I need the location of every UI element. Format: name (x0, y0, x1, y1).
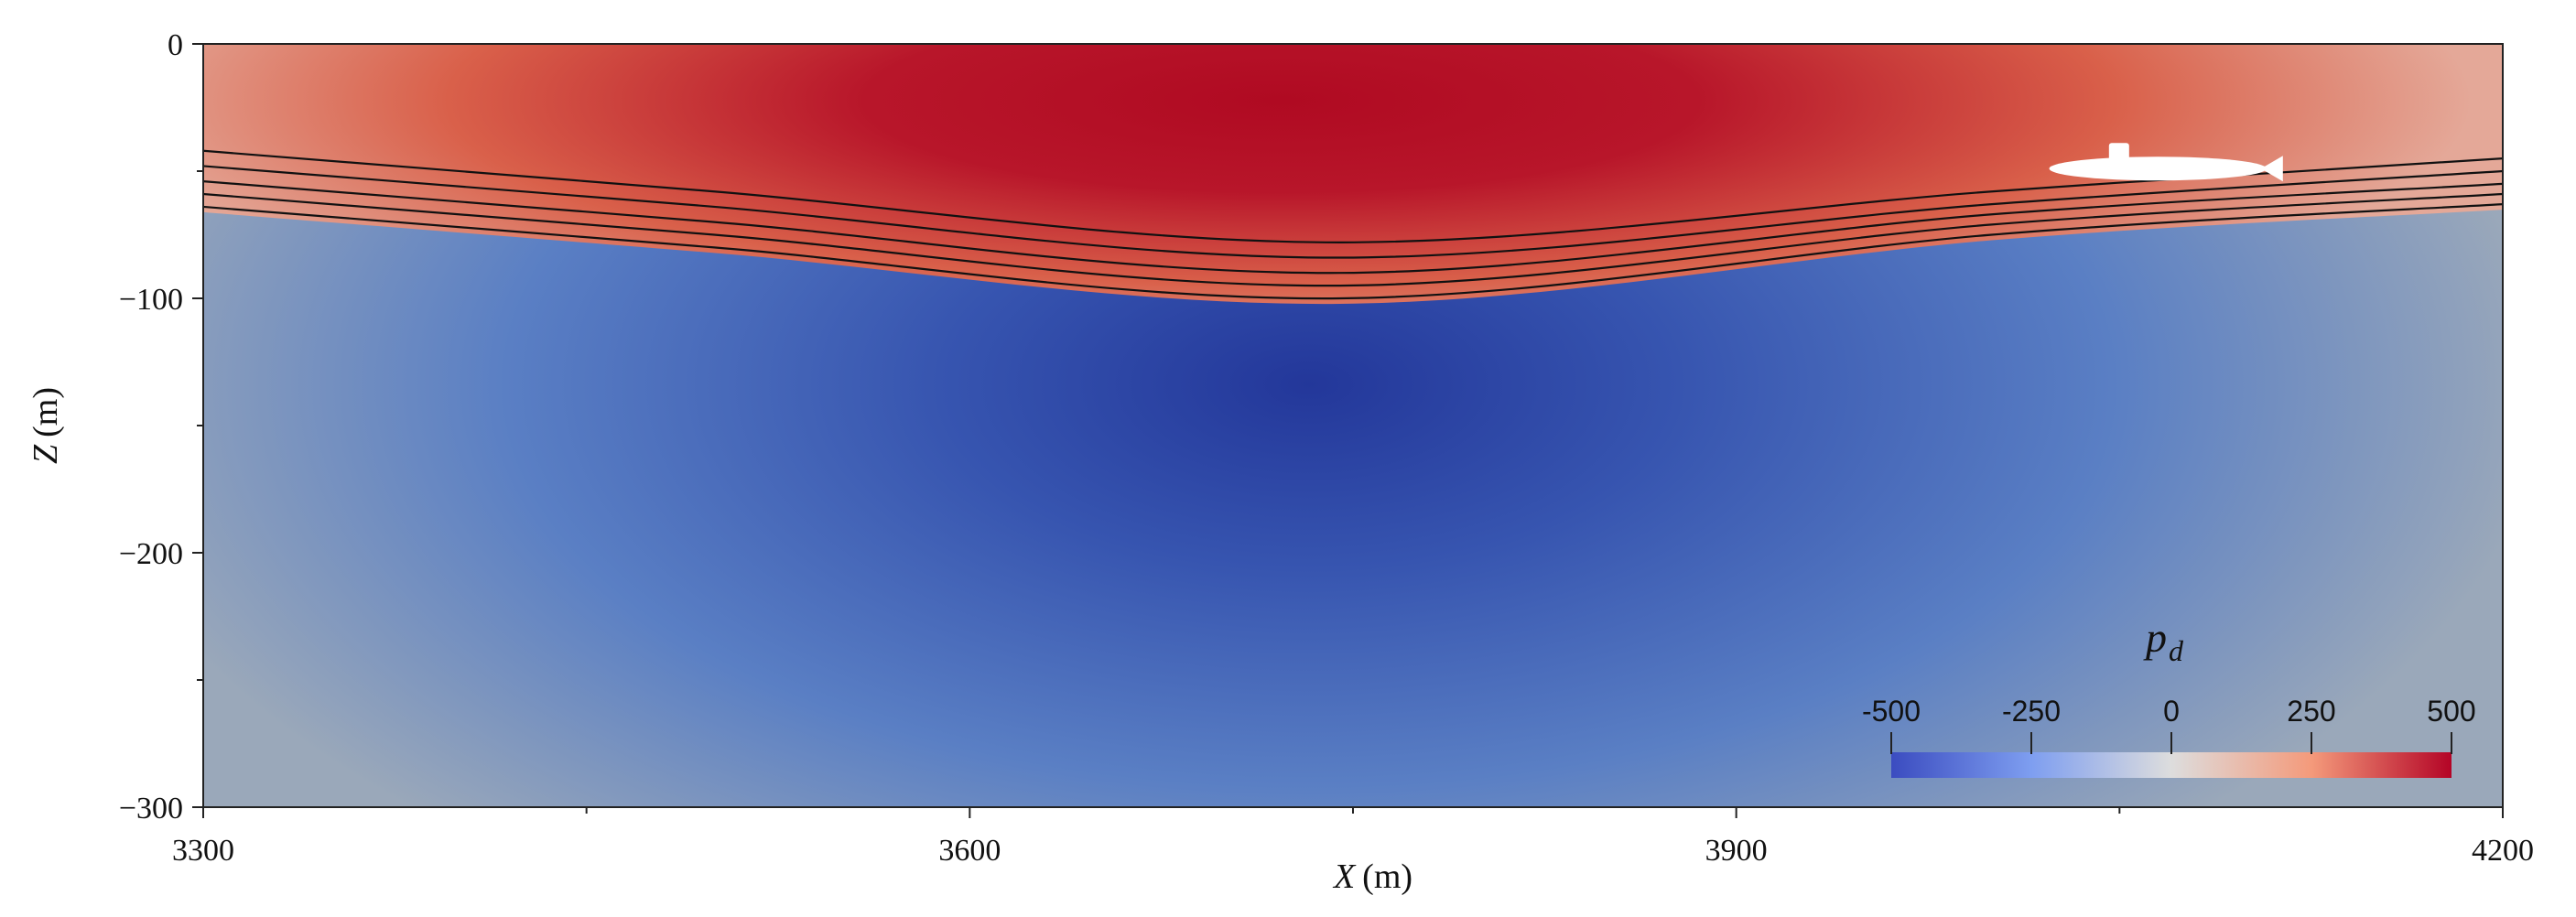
y-tick-label: −100 (119, 283, 183, 317)
colorbar-tick-label: 0 (2163, 695, 2180, 728)
submarine-tail (2260, 156, 2283, 182)
positive-pressure-field (203, 44, 2503, 305)
colorbar-tick-label: -250 (2002, 695, 2061, 728)
x-axis-title: X (m) (1332, 858, 1412, 896)
colorbar-ticks: -500 -250 0 250 500 (1862, 695, 2476, 754)
submarine-icon (2049, 143, 2283, 182)
colorbar-tick-label: 250 (2287, 695, 2335, 728)
colorbar-tick-label: -500 (1862, 695, 1921, 728)
y-axis: 0 −100 −200 −300 (119, 28, 203, 825)
x-tick-label: 3900 (1705, 834, 1768, 868)
isopycnal-line-5 (203, 203, 2503, 300)
isopycnal-line-3 (203, 180, 2503, 275)
submarine-sail (2108, 143, 2129, 162)
y-tick-label: −200 (119, 537, 183, 571)
isopycnal-line-4 (203, 192, 2503, 287)
colorbar-gradient (1891, 752, 2452, 778)
x-tick-label: 3600 (938, 834, 1001, 868)
colorbar: pd -500 -250 0 250 500 (1862, 614, 2476, 778)
colorbar-title: pd (2143, 614, 2184, 667)
y-tick-label: −300 (119, 792, 183, 825)
colorbar-tick-label: 500 (2427, 695, 2475, 728)
x-tick-label: 4200 (2472, 834, 2534, 868)
y-axis-title: Z(m) (27, 387, 65, 464)
y-tick-label: 0 (168, 28, 183, 62)
x-tick-label: 3300 (172, 834, 234, 868)
isopycnal-line-2 (203, 165, 2503, 259)
x-axis: 3300 3600 3900 4200 (172, 807, 2534, 868)
submarine-hull (2049, 156, 2267, 181)
